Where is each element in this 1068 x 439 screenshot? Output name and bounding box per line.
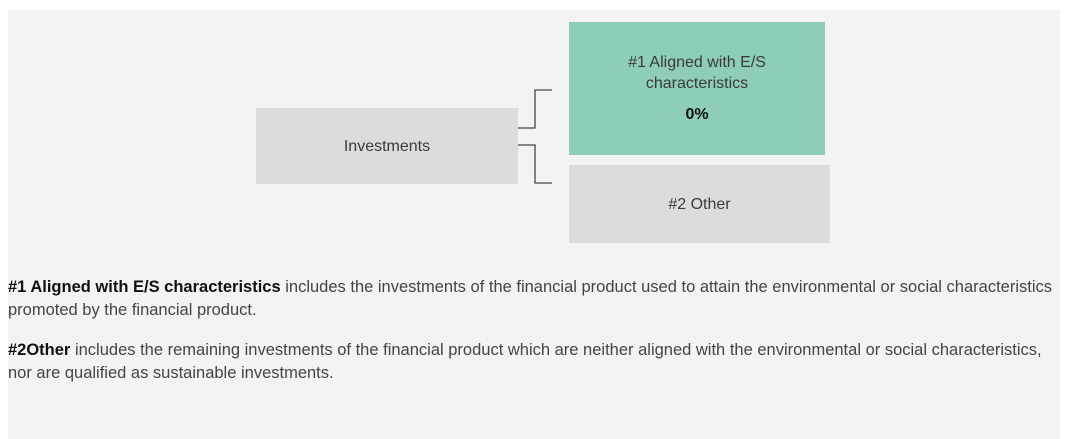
description-text: includes the remaining investments of th… — [8, 341, 1042, 382]
connector-bottom — [518, 144, 552, 184]
term: #2Other — [8, 341, 71, 359]
node-aligned: #1 Aligned with E/S characteristics 0% — [569, 22, 825, 155]
node-label: Investments — [343, 137, 431, 155]
panel: Investments #1 Aligned with E/S characte… — [8, 10, 1060, 439]
node-label: #2 Other — [668, 195, 731, 213]
connector-top — [518, 89, 552, 129]
connectors — [518, 89, 552, 184]
description: #1 Aligned with E/S characteristics incl… — [8, 276, 1054, 322]
description-text: includes the investments of the financia… — [8, 278, 1052, 319]
term: #1 Aligned with E/S characteristics — [8, 278, 281, 296]
node-value: 0% — [685, 106, 709, 123]
node-investments: Investments — [256, 108, 518, 184]
description: #2Other includes the remaining investmen… — [8, 339, 1054, 385]
node-label: #1 Aligned with E/S characteristics — [628, 54, 766, 92]
node-other: #2 Other — [569, 165, 830, 243]
